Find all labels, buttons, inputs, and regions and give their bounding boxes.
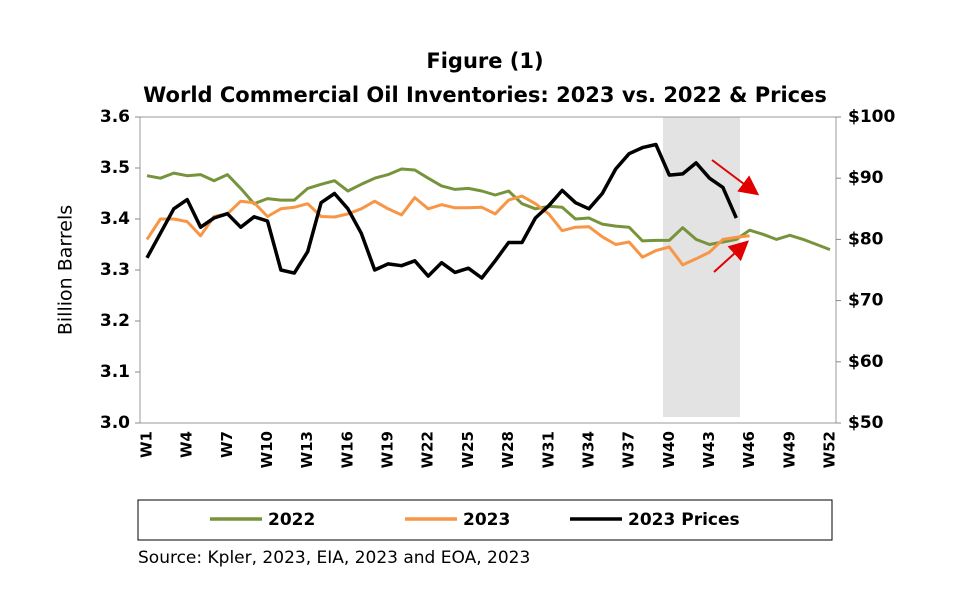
y-tick-label: 3.2	[100, 311, 130, 331]
x-tick-label: W13	[298, 431, 316, 468]
y-tick-label: 3.3	[100, 260, 130, 280]
y2-tick-label: $80	[848, 229, 884, 249]
y-tick-label: 3.5	[100, 158, 130, 178]
x-tick-label: W4	[178, 431, 196, 458]
y-tick-label: 3.0	[100, 413, 130, 433]
x-tick-label: W40	[660, 431, 678, 468]
x-tick-label: W28	[499, 431, 517, 468]
series-line	[145, 142, 738, 280]
y2-tick-label: $90	[848, 168, 884, 188]
legend-label: 2022	[268, 510, 315, 530]
y2-tick-label: $100	[848, 107, 895, 127]
source-note: Source: Kpler, 2023, EIA, 2023 and EOA, …	[138, 548, 530, 568]
x-tick-label: W22	[419, 431, 437, 468]
x-tick-label: W31	[539, 431, 557, 468]
x-tick-label: W10	[258, 431, 276, 468]
x-tick-label: W46	[740, 431, 758, 468]
x-tick-label: W19	[379, 431, 397, 468]
series-line	[146, 167, 831, 252]
y-tick-label: 3.4	[100, 209, 130, 229]
x-tick-label: W52	[821, 431, 839, 468]
y-tick-label: 3.1	[100, 362, 130, 382]
x-tick-label: W1	[138, 431, 156, 458]
series-line	[145, 194, 750, 267]
legend-label: 2023	[463, 510, 510, 530]
highlight-band	[663, 117, 740, 417]
legend-box	[137, 499, 833, 541]
y-axis-label: Billion Barrels	[55, 205, 77, 335]
y2-tick-label: $70	[848, 291, 884, 311]
legend-label: 2023 Prices	[628, 510, 740, 530]
y-tick-label: 3.6	[100, 107, 130, 127]
arrow-down	[711, 159, 760, 196]
x-tick-label: W16	[338, 431, 356, 468]
x-tick-label: W34	[579, 431, 597, 468]
y2-tick-label: $60	[848, 352, 884, 372]
x-tick-label: W43	[700, 431, 718, 468]
x-tick-label: W25	[459, 431, 477, 468]
y2-tick-label: $50	[848, 413, 884, 433]
x-tick-label: W49	[780, 431, 798, 468]
arrow-up	[713, 240, 749, 273]
x-tick-label: W37	[620, 431, 638, 468]
chart-subtitle: World Commercial Oil Inventories: 2023 v…	[143, 83, 827, 107]
chart-title: Figure (1)	[426, 49, 543, 73]
x-tick-label: W7	[218, 431, 236, 458]
